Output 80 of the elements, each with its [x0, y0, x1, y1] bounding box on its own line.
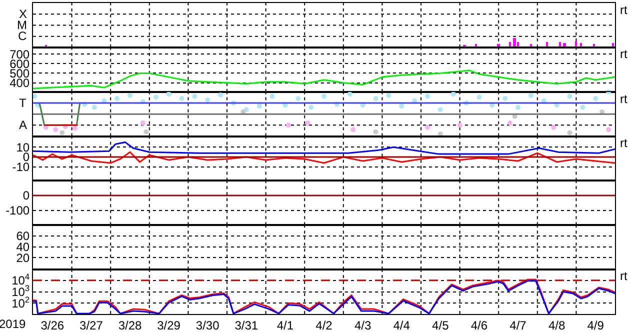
point: [424, 124, 430, 130]
y-tick-label: -10: [12, 160, 30, 174]
text: rt: [620, 3, 628, 17]
point: [128, 92, 132, 98]
x-tick-label: 4/8: [548, 318, 566, 332]
x-tick-label: 4/5: [432, 318, 450, 332]
point: [72, 126, 78, 131]
point: [92, 104, 97, 110]
point: [166, 92, 172, 97]
x-tick-label: 3/29: [157, 318, 181, 332]
point: [457, 122, 462, 128]
x-tick-label: 4/4: [393, 318, 410, 332]
x-tick-label: 4/9: [587, 318, 604, 332]
line-series: [33, 70, 615, 90]
point: [593, 96, 598, 102]
point: [580, 104, 586, 110]
point: [60, 130, 65, 136]
text: rt: [620, 269, 628, 283]
text: C: [18, 29, 27, 43]
text: X: [19, 7, 28, 21]
point: [399, 104, 404, 109]
y-tick-label: -100: [6, 204, 30, 218]
x-tick-label: 4/2: [316, 318, 333, 332]
point: [270, 94, 275, 99]
bar: [513, 38, 516, 47]
x-tick-label: 4/6: [470, 318, 488, 332]
x-tick-label: 3/28: [118, 318, 142, 332]
point: [256, 104, 262, 109]
point: [296, 96, 301, 102]
x-tick-label: 3/27: [80, 318, 104, 332]
point: [551, 124, 556, 130]
point: [140, 120, 146, 126]
x-tick-label: 4/3: [354, 318, 372, 332]
point: [373, 129, 378, 134]
point: [528, 92, 534, 98]
point: [305, 120, 310, 126]
point: [476, 94, 482, 100]
point: [53, 127, 58, 132]
point: [114, 96, 120, 102]
point: [347, 92, 352, 97]
x-tick-label: 4/1: [276, 318, 294, 332]
point: [322, 94, 326, 99]
text: A: [19, 118, 28, 132]
point: [386, 92, 392, 98]
point: [179, 96, 184, 102]
point: [153, 94, 158, 100]
point: [308, 104, 314, 110]
bar: [517, 42, 519, 47]
point: [507, 120, 512, 126]
y-tick-label: 0: [22, 188, 30, 203]
text: rt: [620, 47, 628, 61]
point: [606, 127, 612, 132]
text: rt: [620, 136, 628, 150]
bar: [546, 42, 548, 47]
point: [218, 92, 224, 98]
x-tick-label: 3/30: [196, 318, 220, 332]
point: [286, 122, 291, 128]
point: [350, 127, 356, 132]
x-tick-label: 4/7: [510, 318, 527, 332]
point: [424, 94, 430, 99]
text: T: [19, 96, 27, 110]
point: [373, 96, 378, 102]
point: [516, 104, 520, 110]
point: [192, 94, 198, 99]
bar: [575, 41, 577, 47]
x-tick-label: 3/26: [40, 318, 64, 332]
x-tick-label: 3/31: [234, 318, 258, 332]
line-series: [33, 151, 615, 164]
text: M: [17, 18, 27, 32]
point: [438, 107, 443, 112]
point: [450, 92, 456, 97]
point: [144, 129, 149, 134]
point: [567, 94, 572, 99]
bar: [509, 42, 511, 47]
point: [567, 130, 572, 136]
text: rt: [620, 92, 628, 106]
line-series: [33, 141, 615, 155]
point: [205, 97, 210, 102]
point: [502, 96, 508, 102]
bar: [559, 42, 561, 47]
